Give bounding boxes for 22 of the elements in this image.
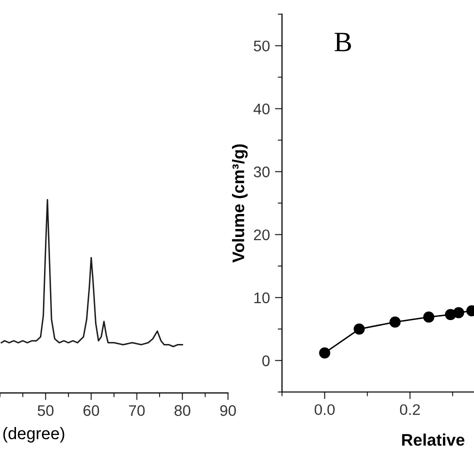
annotation: B bbox=[334, 32, 352, 52]
x-axis-title: Relative bbox=[402, 434, 464, 446]
point bbox=[354, 323, 365, 335]
x-tick-label: 0.2 bbox=[400, 404, 420, 416]
y-tick-label: 0 bbox=[262, 355, 270, 366]
y-tick-label: 30 bbox=[254, 166, 270, 178]
point bbox=[423, 312, 434, 323]
y-axis-title: Volume (cm³/g) bbox=[232, 144, 248, 263]
x-tick-label: 90 bbox=[220, 405, 236, 416]
x-tick-label: 0.0 bbox=[314, 404, 335, 416]
y-tick-label: 40 bbox=[254, 104, 270, 114]
point bbox=[319, 347, 330, 359]
y-tick-label: 20 bbox=[254, 229, 270, 240]
x-tick-label: 50 bbox=[38, 405, 54, 416]
point bbox=[453, 307, 464, 318]
y-tick-label: 50 bbox=[254, 40, 270, 52]
x-tick-label: 70 bbox=[129, 405, 145, 416]
x-tick-label: 60 bbox=[83, 405, 100, 416]
x-tick-label: 80 bbox=[174, 405, 190, 416]
y-tick-label: 10 bbox=[254, 292, 270, 304]
x-axis-title: (degree) bbox=[3, 427, 64, 443]
point bbox=[390, 316, 401, 328]
